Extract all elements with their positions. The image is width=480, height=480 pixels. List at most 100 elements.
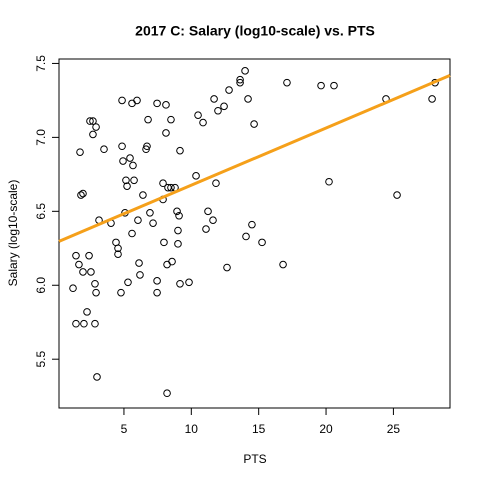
point [317, 81, 325, 90]
point [91, 319, 99, 328]
point [123, 182, 131, 190]
point [92, 123, 100, 131]
point [162, 101, 170, 109]
point [100, 145, 108, 154]
point [119, 157, 127, 165]
point [139, 191, 147, 199]
point [144, 115, 152, 124]
x-tick-label: 5 [121, 422, 128, 436]
point [136, 271, 144, 279]
point [223, 263, 231, 272]
chart-title: 2017 C: Salary (log10-scale) vs. PTS [135, 23, 375, 39]
point [129, 161, 137, 170]
point [153, 288, 161, 297]
point [214, 106, 222, 115]
point [72, 251, 80, 260]
y-tick-label: 7.0 [34, 129, 48, 146]
x-tick-label: 20 [319, 422, 333, 436]
point [176, 279, 184, 288]
point [130, 176, 138, 185]
point [72, 319, 80, 328]
point [83, 308, 91, 316]
point [114, 244, 122, 253]
point [76, 148, 84, 156]
y-tick-label: 5.5 [34, 351, 48, 368]
point [209, 216, 217, 224]
point [225, 86, 233, 94]
y-tick-label: 6.0 [34, 277, 48, 294]
point [133, 96, 141, 105]
point [167, 115, 175, 124]
point [176, 146, 184, 155]
point [236, 78, 244, 87]
x-axis-label: PTS [243, 452, 266, 466]
point [242, 232, 250, 241]
point [75, 260, 83, 269]
x-tick-label: 15 [252, 422, 266, 436]
point [114, 250, 122, 259]
point [92, 288, 100, 297]
point [185, 278, 193, 287]
point [160, 238, 168, 247]
point [210, 95, 218, 103]
point [175, 211, 183, 220]
point [174, 226, 182, 235]
point [85, 251, 93, 260]
point [220, 102, 228, 111]
point [79, 189, 87, 198]
fit-line [58, 74, 451, 243]
point [117, 288, 125, 297]
point [87, 268, 95, 276]
point [86, 117, 94, 125]
point [162, 129, 170, 137]
point [80, 319, 88, 328]
point [393, 191, 401, 199]
y-tick-label: 6.5 [34, 203, 48, 220]
point [79, 268, 87, 276]
point [128, 229, 136, 238]
x-tick-label: 10 [185, 422, 199, 436]
point [126, 154, 134, 162]
point [118, 96, 126, 105]
point [212, 179, 220, 188]
point [199, 118, 207, 127]
point [89, 117, 97, 125]
point [146, 208, 154, 217]
point [135, 259, 143, 267]
plot-box [58, 58, 451, 409]
point [149, 219, 157, 227]
point [167, 183, 175, 192]
point [173, 207, 181, 216]
point [279, 260, 287, 269]
x-tick-label: 25 [387, 422, 401, 436]
point [236, 75, 244, 84]
point [91, 279, 99, 288]
point [244, 95, 252, 103]
point [241, 67, 249, 75]
y-tick-label: 7.5 [34, 55, 48, 72]
point [122, 176, 130, 185]
point [168, 257, 176, 266]
point [248, 220, 256, 229]
point [77, 191, 85, 199]
point [93, 373, 101, 381]
point [153, 277, 161, 285]
point [194, 111, 202, 119]
point [204, 207, 212, 216]
point [202, 225, 210, 233]
point [250, 120, 258, 128]
point [283, 78, 291, 87]
point [134, 216, 142, 224]
point [330, 81, 338, 90]
point [258, 238, 266, 247]
point [69, 284, 77, 293]
point [159, 179, 167, 188]
point [124, 278, 132, 287]
point [153, 99, 161, 108]
point [89, 130, 97, 139]
point [174, 240, 182, 248]
point [192, 172, 200, 180]
point [325, 177, 333, 186]
